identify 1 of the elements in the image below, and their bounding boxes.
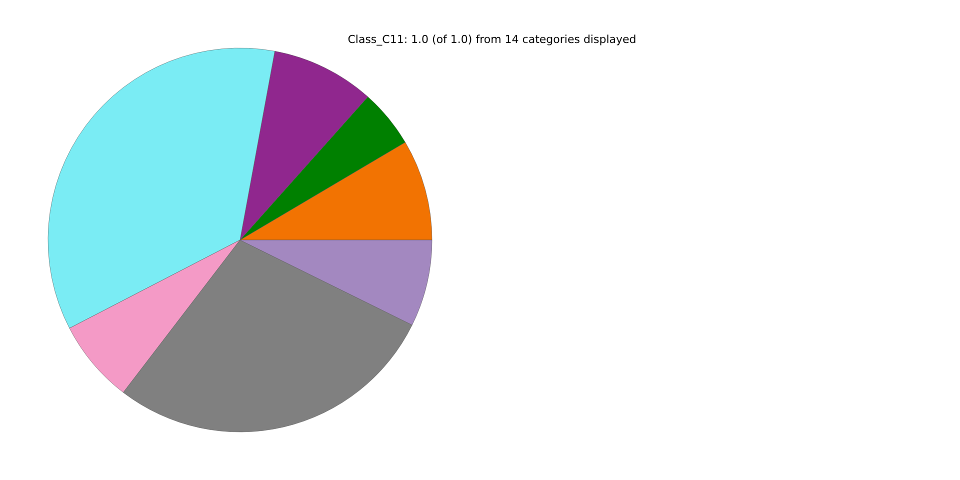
text: Class_C11: 1.0 (of 1.0) from 14 categories displayed [348, 33, 636, 46]
